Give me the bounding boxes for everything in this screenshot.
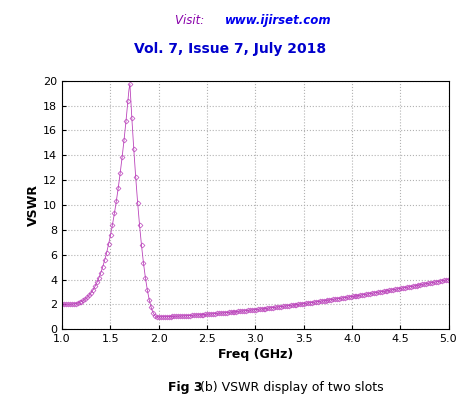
Text: Visit:: Visit: <box>174 14 207 27</box>
Y-axis label: VSWR: VSWR <box>27 184 40 226</box>
Text: Fig 3: Fig 3 <box>168 381 202 394</box>
Text: Vol. 7, Issue 7, July 2018: Vol. 7, Issue 7, July 2018 <box>134 42 325 57</box>
X-axis label: Freq (GHz): Freq (GHz) <box>217 348 292 361</box>
Text: www.ijirset.com: www.ijirset.com <box>225 14 331 27</box>
Text: (b) VSWR display of two slots: (b) VSWR display of two slots <box>200 381 383 394</box>
